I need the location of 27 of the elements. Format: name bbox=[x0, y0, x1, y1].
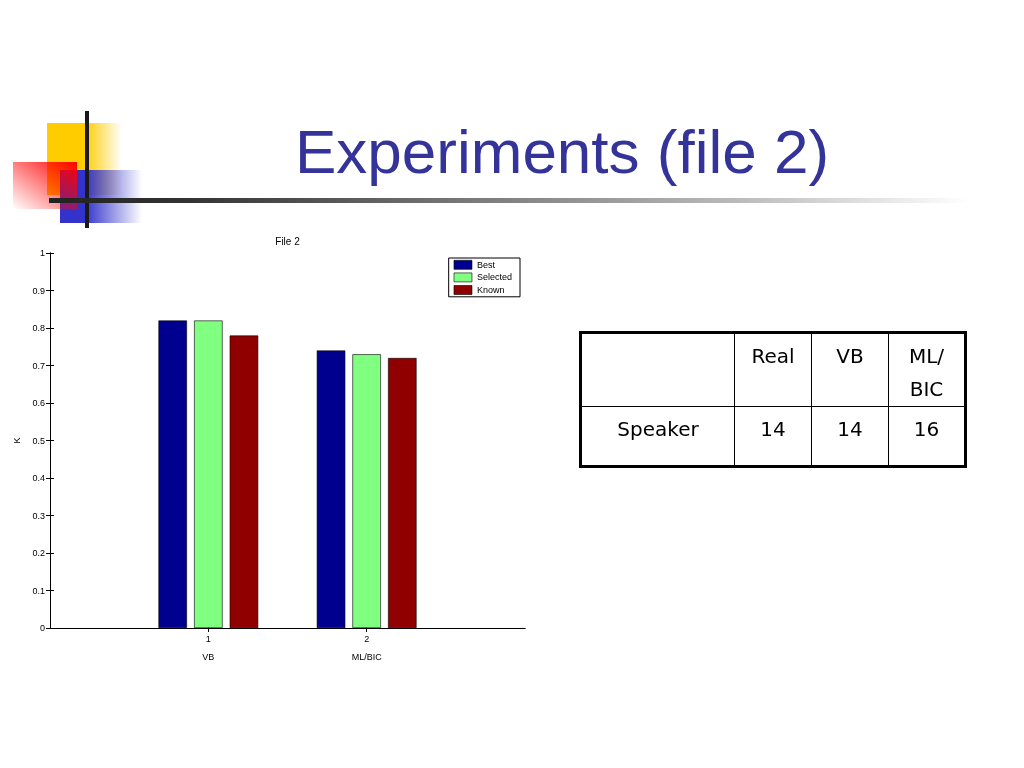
y-tick-label: 0.1 bbox=[32, 585, 45, 596]
y-tick-label: 0.4 bbox=[32, 473, 45, 483]
y-tick-label: 0.2 bbox=[32, 548, 45, 558]
y-tick-label: 0.5 bbox=[32, 435, 45, 446]
y-tick-label: 0.3 bbox=[32, 510, 45, 521]
category-label: VB bbox=[811, 332, 889, 407]
y-tick-label: 0.7 bbox=[32, 360, 45, 371]
chart-subtitle: File 2 bbox=[275, 235, 301, 247]
category-label: Speaker bbox=[617, 417, 699, 441]
y-tick-label: 1 bbox=[39, 248, 45, 258]
x-tick-label: 2 bbox=[364, 633, 370, 644]
category-label: ML/BIC bbox=[888, 332, 966, 407]
legend-label: Known bbox=[476, 285, 505, 295]
y-tick-label: 0.8 bbox=[32, 323, 45, 333]
text: VB bbox=[202, 652, 215, 662]
y-tick-label: 0.6 bbox=[32, 398, 45, 408]
text: 14 bbox=[760, 417, 786, 441]
text: ML/BIC bbox=[351, 652, 383, 662]
y-tick-label: 0.9 bbox=[32, 285, 45, 296]
legend-label: Best bbox=[476, 259, 496, 270]
chart-title: Experiments (file 2) bbox=[295, 116, 830, 188]
legend-label: Selected bbox=[476, 272, 513, 283]
y-axis-title: K bbox=[12, 437, 23, 444]
text: 14 bbox=[837, 417, 863, 441]
category-label: Real bbox=[734, 332, 812, 407]
text: 16 bbox=[913, 417, 940, 441]
y-tick-label: 0 bbox=[39, 623, 45, 633]
